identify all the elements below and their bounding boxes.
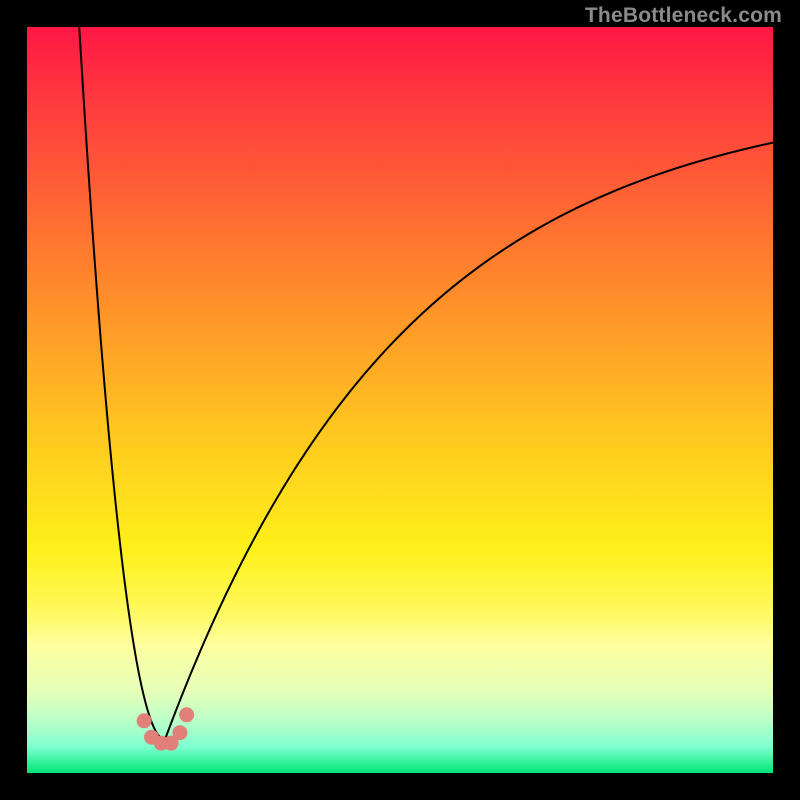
- watermark-text: TheBottleneck.com: [585, 4, 782, 28]
- plot-area: [27, 27, 773, 773]
- chart-svg: [27, 27, 773, 773]
- cusp-marker: [137, 713, 152, 728]
- chart-container: TheBottleneck.com: [0, 0, 800, 800]
- cusp-marker: [172, 725, 187, 740]
- cusp-marker: [179, 707, 194, 722]
- chart-background: [27, 27, 773, 773]
